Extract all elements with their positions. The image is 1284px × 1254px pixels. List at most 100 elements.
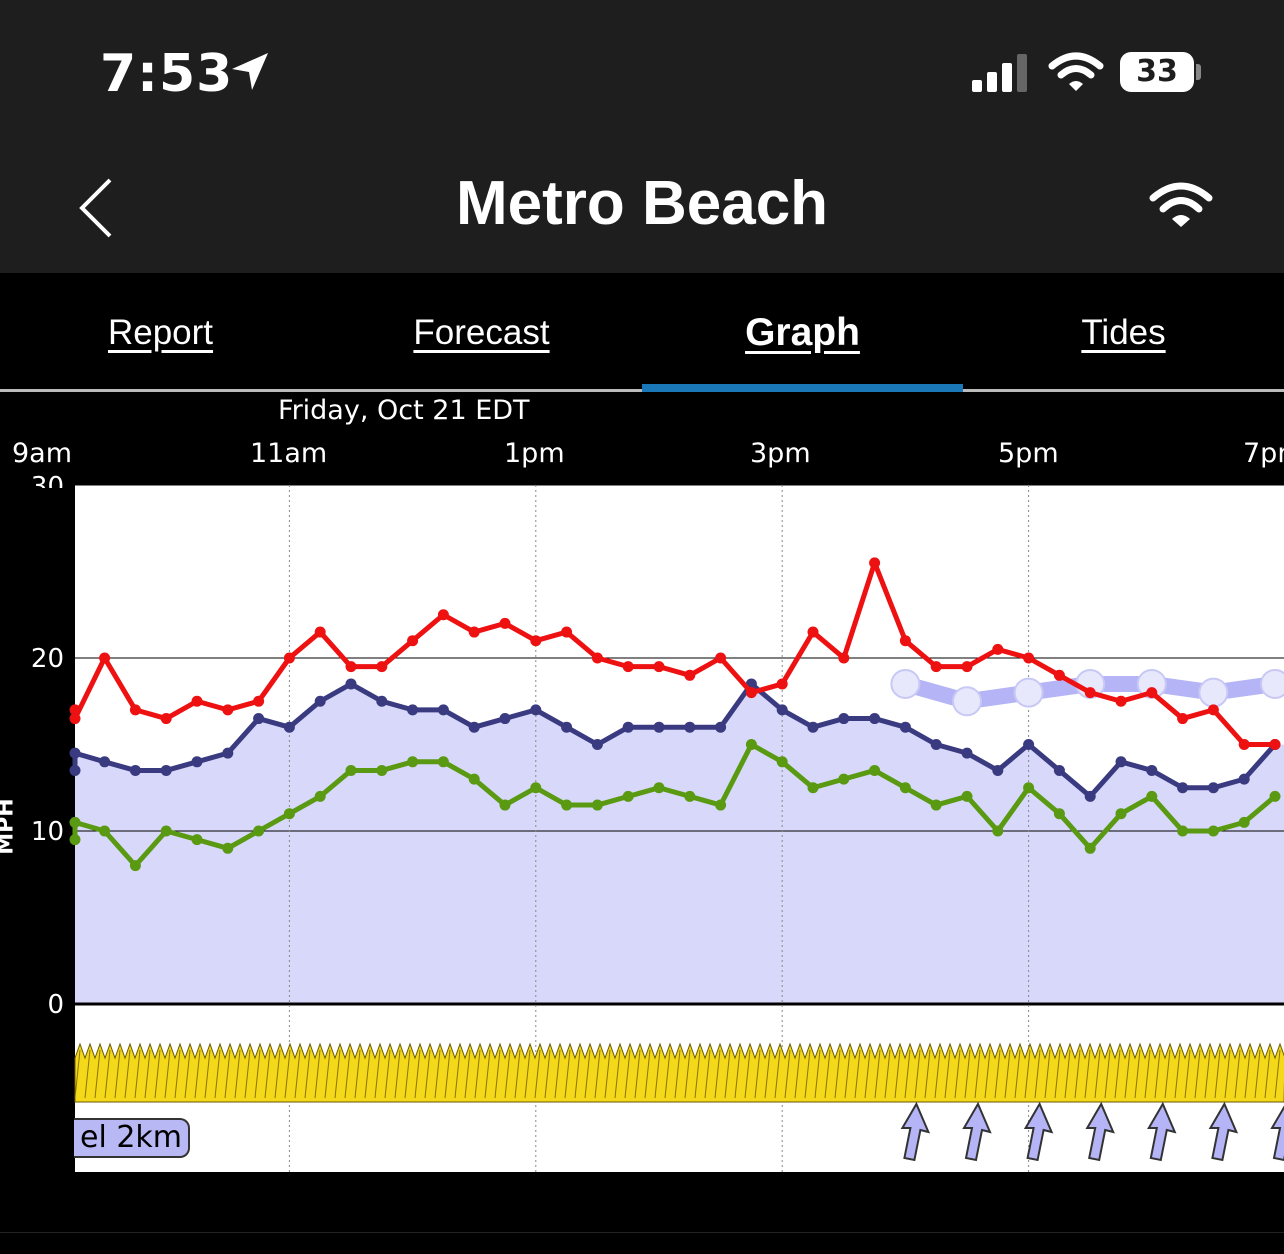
gust-data-point xyxy=(253,695,265,707)
direction-arrow-mark xyxy=(1274,1049,1281,1099)
direction-arrow-mark xyxy=(134,1049,141,1099)
direction-arrow-mark xyxy=(204,1049,211,1099)
direction-arrow-mark xyxy=(414,1049,421,1099)
average-data-point xyxy=(129,764,141,776)
average-data-point xyxy=(283,721,295,733)
direction-arrow-mark xyxy=(1214,1049,1221,1099)
gust-data-point xyxy=(838,652,850,664)
average-data-point xyxy=(992,764,1004,776)
direction-arrow-mark xyxy=(444,1049,451,1099)
gust-data-point xyxy=(69,704,81,716)
average-data-point xyxy=(838,713,850,725)
average-data-point xyxy=(253,713,265,725)
lull-data-point xyxy=(69,816,81,828)
direction-arrow-mark xyxy=(534,1049,541,1099)
lull-data-point xyxy=(653,782,665,794)
gust-data-point xyxy=(1115,695,1127,707)
lull-data-point xyxy=(869,764,881,776)
tab-report[interactable]: Report xyxy=(107,313,214,352)
gust-data-point xyxy=(99,652,111,664)
average-data-point xyxy=(684,721,696,733)
direction-arrow-mark xyxy=(754,1049,761,1099)
direction-arrow-mark xyxy=(1254,1049,1261,1099)
gust-data-point xyxy=(160,713,172,725)
lull-data-point xyxy=(745,739,757,750)
direction-arrow-mark xyxy=(564,1049,571,1099)
average-data-point xyxy=(622,721,634,733)
x-tick-label: 11am xyxy=(250,438,328,469)
direction-arrow-mark xyxy=(1244,1049,1251,1099)
chevron-left-icon[interactable] xyxy=(70,176,120,240)
direction-arrow-mark xyxy=(394,1049,401,1099)
nav-bar: Metro Beach xyxy=(0,140,1284,273)
average-data-point xyxy=(222,747,234,759)
direction-arrow-mark xyxy=(1014,1049,1021,1099)
lull-data-point xyxy=(1053,808,1065,820)
average-data-point xyxy=(69,764,81,776)
direction-arrow-mark xyxy=(644,1049,651,1099)
bottom-divider xyxy=(0,1232,1284,1233)
average-data-point xyxy=(468,721,480,733)
gust-data-point xyxy=(807,626,819,638)
average-data-point xyxy=(930,739,942,750)
direction-arrow-mark xyxy=(684,1049,691,1099)
direction-arrow-mark xyxy=(1104,1049,1111,1099)
direction-arrow-mark xyxy=(384,1049,391,1099)
lull-data-point xyxy=(684,790,696,802)
gust-data-point xyxy=(930,661,942,673)
lull-data-point xyxy=(1238,816,1250,828)
gust-data-point xyxy=(376,661,388,673)
direction-arrow-mark xyxy=(984,1049,991,1099)
direction-arrow-mark xyxy=(624,1049,631,1099)
lull-data-point xyxy=(191,834,203,846)
gust-data-point xyxy=(191,695,203,707)
direction-arrow-mark xyxy=(874,1049,881,1099)
gust-data-point xyxy=(1023,652,1035,664)
average-data-point xyxy=(99,756,111,768)
direction-arrow-mark xyxy=(784,1049,791,1099)
direction-arrow-mark xyxy=(814,1049,821,1099)
forecast-point xyxy=(952,686,982,717)
direction-arrow-mark xyxy=(324,1049,331,1099)
direction-arrow-mark xyxy=(434,1049,441,1099)
gust-data-point xyxy=(468,626,480,638)
direction-arrow-mark xyxy=(1134,1049,1141,1099)
direction-arrow-mark xyxy=(304,1049,311,1099)
direction-arrow-mark xyxy=(584,1049,591,1099)
lull-data-point xyxy=(930,799,942,811)
forecast-direction-arrow-icon xyxy=(900,1101,931,1162)
forecast-direction-arrow-icon xyxy=(1208,1101,1239,1162)
tab-graph[interactable]: Graph xyxy=(745,311,860,354)
gust-data-point xyxy=(437,609,449,621)
status-time: 7:53 xyxy=(100,44,234,104)
direction-arrow-mark xyxy=(974,1049,981,1099)
model-badge[interactable]: el 2km xyxy=(74,1118,191,1158)
wifi-icon[interactable] xyxy=(1148,180,1214,230)
forecast-direction-arrow-icon xyxy=(962,1101,992,1162)
direction-arrow-mark xyxy=(294,1049,301,1099)
lull-data-point xyxy=(1207,825,1219,837)
x-tick-label: 7pm xyxy=(1243,438,1284,469)
lull-data-point xyxy=(129,860,141,872)
tab-forecast[interactable]: Forecast xyxy=(413,313,550,352)
battery-indicator: 33 xyxy=(1120,52,1194,92)
direction-arrow-mark xyxy=(954,1049,961,1099)
lull-data-point xyxy=(345,764,357,776)
location-arrow-icon xyxy=(232,53,268,90)
direction-arrow-mark xyxy=(494,1049,501,1099)
direction-arrow-mark xyxy=(284,1049,291,1099)
average-data-point xyxy=(160,764,172,776)
gust-data-point xyxy=(899,635,911,647)
direction-arrow-mark xyxy=(714,1049,721,1099)
bottom-bar xyxy=(0,1172,1284,1254)
lull-data-point xyxy=(499,799,511,811)
direction-arrow-mark xyxy=(904,1049,911,1099)
lull-data-point xyxy=(407,756,419,768)
y-tick-label: 10 xyxy=(30,817,64,847)
direction-arrow-mark xyxy=(704,1049,711,1099)
lull-data-point xyxy=(807,782,819,794)
y-tick-label: 0 xyxy=(47,990,64,1020)
lull-data-point xyxy=(561,799,573,811)
tab-tides[interactable]: Tides xyxy=(1081,313,1166,352)
